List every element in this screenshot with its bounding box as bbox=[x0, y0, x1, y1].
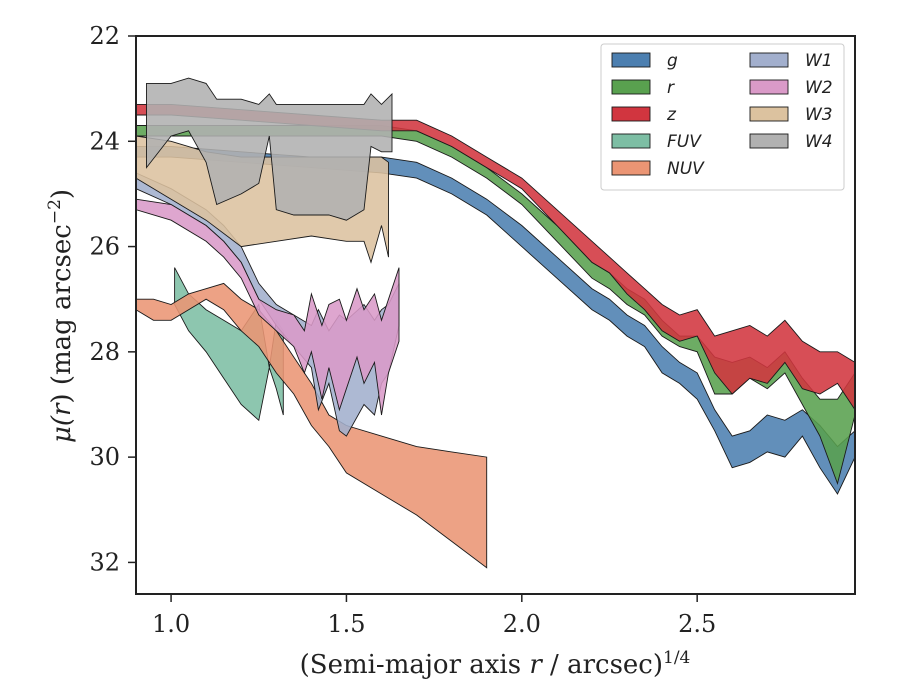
profile-bands bbox=[135, 77, 856, 569]
legend-label-w1: W1 bbox=[805, 51, 833, 71]
legend-label-fuv: FUV bbox=[667, 132, 702, 152]
band-fuv bbox=[174, 267, 284, 422]
band-w2 bbox=[135, 198, 400, 416]
x-tick-label: 2.0 bbox=[503, 610, 541, 638]
y-axis-title: μ(r) (mag arcsec−2) bbox=[45, 189, 77, 443]
legend-items: grz FUV NUV W1 W2 W3 W4 bbox=[611, 51, 833, 179]
legend: grz FUV NUV W1 W2 W3 W4 bbox=[600, 43, 845, 191]
legend-swatch-nuv bbox=[611, 160, 651, 176]
legend-label-nuv: NUV bbox=[667, 159, 705, 179]
y-tick-label: 24 bbox=[89, 127, 120, 155]
y-tick-label: 28 bbox=[89, 338, 120, 366]
legend-swatch-w1 bbox=[749, 52, 789, 68]
y-axis-ticks: 22 24 26 28 30 32 bbox=[89, 22, 136, 576]
legend-label-z: z bbox=[666, 105, 677, 125]
x-tick-label: 1.5 bbox=[327, 610, 365, 638]
plot-frame bbox=[135, 35, 856, 595]
x-axis-ticks: 1.0 1.5 2.0 2.5 bbox=[152, 594, 716, 638]
legend-label-w4: W4 bbox=[805, 132, 833, 152]
legend-swatch-r bbox=[611, 79, 651, 95]
band-nuv bbox=[135, 282, 488, 569]
legend-swatch-w2 bbox=[749, 79, 789, 95]
y-tick-label: 22 bbox=[89, 22, 120, 50]
legend-label-r: r bbox=[667, 78, 675, 98]
y-tick-label: 32 bbox=[89, 548, 120, 576]
legend-swatch-w4 bbox=[749, 133, 789, 149]
legend-swatch-w3 bbox=[749, 106, 789, 122]
legend-swatch-z bbox=[611, 106, 651, 122]
legend-label-g: g bbox=[667, 51, 678, 71]
band-w4 bbox=[146, 77, 393, 221]
legend-label-w3: W3 bbox=[805, 105, 833, 125]
x-axis-title: (Semi-major axis r / arcsec)1/4 bbox=[300, 648, 691, 680]
legend-swatch-fuv bbox=[611, 133, 651, 149]
x-tick-label: 2.5 bbox=[678, 610, 716, 638]
y-tick-label: 26 bbox=[89, 233, 120, 261]
x-tick-label: 1.0 bbox=[152, 610, 190, 638]
legend-swatch-g bbox=[611, 52, 651, 68]
y-tick-label: 30 bbox=[89, 443, 120, 471]
legend-label-w2: W2 bbox=[805, 78, 833, 98]
